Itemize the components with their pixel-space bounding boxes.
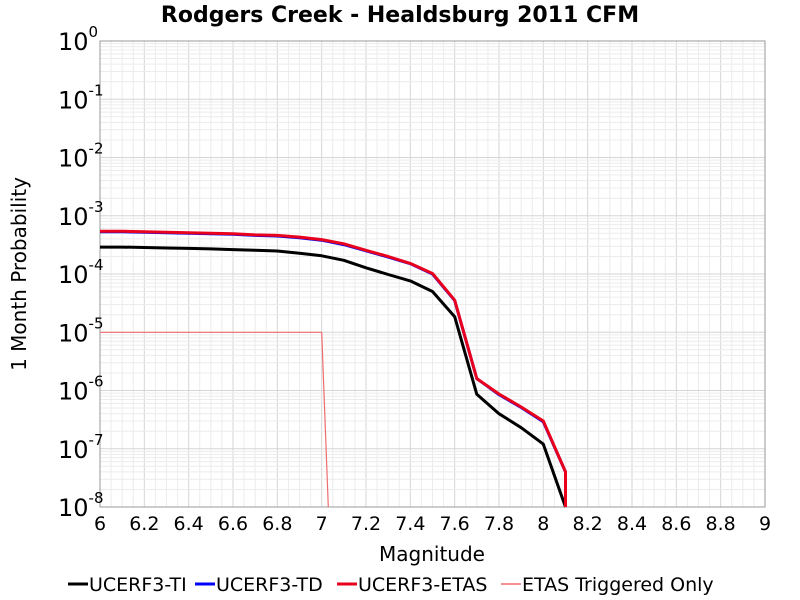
x-tick-label: 6.8: [262, 513, 292, 535]
legend-label: UCERF3-ETAS: [358, 574, 487, 596]
series-line-etas-triggered-only: [100, 331, 329, 508]
x-tick-label: 8: [537, 513, 549, 535]
y-tick-label: 10-3: [58, 198, 104, 231]
y-tick-label: 10-2: [58, 140, 104, 173]
legend-label: UCERF3-TI: [89, 574, 187, 596]
y-tick-label: 10-7: [58, 431, 104, 464]
x-tick-label: 8.2: [573, 513, 603, 535]
x-tick-labels: 6 6.2 6.4 6.6 6.8 7 7.2 7.4 7.6 7.8 8 8.2 8.4 8.6 8.8 9: [94, 513, 771, 535]
y-tick-label: 10-4: [58, 256, 104, 289]
x-tick-label: 7: [316, 513, 328, 535]
x-axis-label: Magnitude: [379, 542, 485, 566]
series-line-ucerf3-ti: [100, 245, 567, 508]
legend: UCERF3-TI UCERF3-TD UCERF3-ETAS ETAS Trigge…: [68, 574, 714, 596]
x-tick-label: 7.8: [484, 513, 514, 535]
legend-label: UCERF3-TD: [216, 574, 323, 596]
x-tick-label: 6: [94, 513, 106, 535]
y-tick-label: 100: [58, 23, 98, 56]
x-tick-label: 7.2: [351, 513, 381, 535]
plot-area: [99, 40, 766, 508]
x-tick-label: 7.6: [440, 513, 470, 535]
x-tick-label: 8.6: [661, 513, 691, 535]
y-tick-label: 10-5: [58, 314, 104, 347]
x-tick-label: 6.4: [174, 513, 204, 535]
x-tick-label: 6.2: [129, 513, 159, 535]
y-tick-labels: 100 10-1 10-2 10-3 10-4 10-5 10-6 10-7 10-8: [58, 23, 104, 522]
series-line-ucerf3-etas: [100, 229, 567, 507]
y-tick-label: 10-1: [58, 81, 104, 114]
x-tick-label: 8.8: [706, 513, 736, 535]
y-axis-label: 1 Month Probability: [7, 177, 31, 371]
legend-label: ETAS Triggered Only: [522, 574, 714, 596]
y-tick-label: 10-8: [58, 489, 104, 522]
x-tick-label: 9: [759, 513, 771, 535]
x-tick-label: 7.4: [395, 513, 425, 535]
y-tick-label: 10-6: [58, 373, 104, 406]
x-tick-label: 6.6: [218, 513, 248, 535]
series-group: [100, 229, 567, 508]
chart-title: Rodgers Creek - Healdsburg 2011 CFM: [161, 3, 639, 28]
grid: [100, 41, 765, 507]
x-tick-label: 8.4: [617, 513, 647, 535]
